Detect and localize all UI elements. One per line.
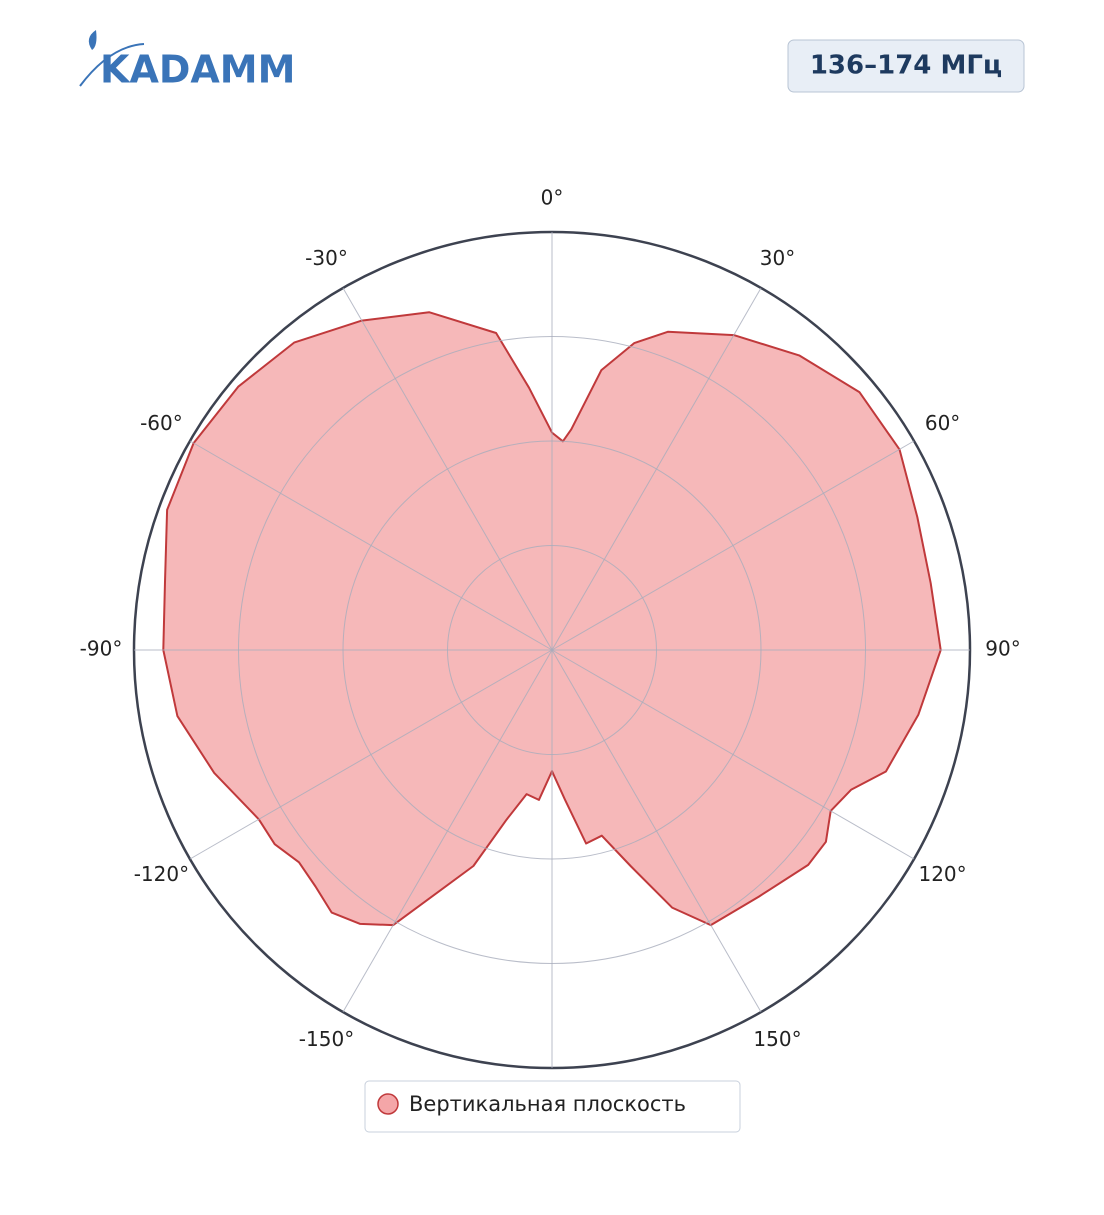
grid-spoke (342, 287, 553, 651)
polar-plot: 0° 30° 60° 90° 120° 150° -150° -120° -90° -60° -30… (80, 186, 1021, 1070)
grid-spoke (551, 287, 762, 651)
badge-box (787, 39, 1025, 93)
theta-tick-label: 0° (541, 186, 564, 210)
theta-tick-label: 120° (918, 862, 966, 886)
legend-marker (377, 1093, 399, 1115)
grid-spoke (551, 649, 762, 1013)
grid-spoke (551, 440, 915, 651)
grid-spoke (189, 440, 553, 651)
grid-spoke (342, 649, 553, 1013)
theta-tick-label: 30° (760, 246, 795, 270)
theta-tick-label: 60° (925, 411, 960, 435)
theta-tick-label: -90° (80, 637, 123, 661)
legend-box (364, 1080, 741, 1133)
logo-text: KADAMM (100, 48, 295, 92)
theta-tick-label: -150° (299, 1027, 354, 1051)
logo: KADAMM (79, 30, 295, 92)
grid-spoke (189, 649, 553, 860)
badge: 136–174 МГц (810, 51, 1002, 81)
theta-tick-label: 90° (985, 637, 1020, 661)
theta-tick-label: 150° (753, 1027, 801, 1051)
theta-tick-label: -120° (134, 862, 189, 886)
legend-label: Вертикальная плоскость (409, 1092, 686, 1116)
theta-tick-label: -30° (305, 246, 348, 270)
theta-tick-label: -60° (140, 411, 183, 435)
grid-spoke (551, 649, 915, 860)
